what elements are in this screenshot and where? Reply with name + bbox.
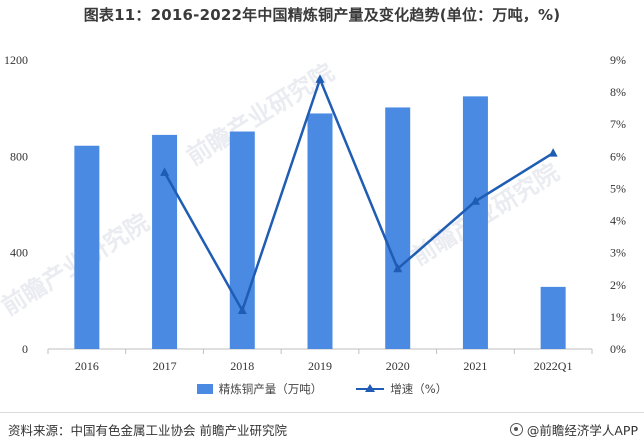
growth-marker bbox=[470, 196, 480, 205]
bar bbox=[74, 145, 100, 349]
growth-marker bbox=[315, 74, 325, 83]
growth-line bbox=[163, 75, 554, 314]
x-tick-label: 2019 bbox=[308, 359, 332, 373]
y-right-tick-label: 2% bbox=[610, 278, 626, 292]
growth-marker bbox=[160, 167, 170, 176]
source-text: 资料来源：中国有色金属工业协会 前瞻产业研究院 bbox=[8, 423, 287, 438]
y-right-tick-label: 9% bbox=[610, 53, 626, 67]
chart-title: 图表11：2016-2022年中国精炼铜产量及变化趋势(单位：万吨，%) bbox=[83, 6, 561, 24]
x-tick-label: 2016 bbox=[75, 359, 99, 373]
chart-area: 0 400 800 1200 0% 1% 2% 3% 4% 5% 6% 7% 8% 9% 2016 2017 2… bbox=[4, 53, 626, 373]
legend-swatch-bar bbox=[196, 384, 213, 394]
y-right-tick-label: 1% bbox=[610, 310, 626, 324]
y-right-tick-label: 0% bbox=[610, 342, 626, 356]
x-tick-label: 2017 bbox=[153, 359, 177, 373]
y-right-tick-label: 4% bbox=[610, 214, 626, 228]
bar bbox=[385, 107, 411, 349]
x-tick-label: 2020 bbox=[386, 359, 410, 373]
y-right-tick-label: 8% bbox=[610, 85, 626, 99]
y-left-tick-label: 800 bbox=[10, 149, 28, 163]
bar bbox=[462, 96, 488, 349]
legend-label-line: 增速（%） bbox=[390, 382, 448, 396]
x-tick-label: 2021 bbox=[463, 359, 487, 373]
legend-item-bar: 精炼铜产量（万吨） bbox=[196, 381, 323, 397]
bar bbox=[229, 131, 255, 349]
legend: 精炼铜产量（万吨） 增速（%） bbox=[0, 381, 644, 397]
y-left-tick-label: 1200 bbox=[4, 53, 28, 67]
bar bbox=[152, 134, 178, 349]
brand-logo-icon bbox=[509, 423, 523, 436]
bar bbox=[307, 113, 333, 349]
y-right-tick-label: 3% bbox=[610, 246, 626, 260]
legend-label-bar: 精炼铜产量（万吨） bbox=[218, 382, 323, 396]
growth-marker bbox=[393, 263, 403, 273]
x-tick-label: 2022Q1 bbox=[534, 359, 573, 373]
y-left-tick-label: 0 bbox=[22, 342, 28, 356]
growth-marker bbox=[237, 305, 247, 314]
legend-item-line: 增速（%） bbox=[356, 381, 447, 397]
footer: 资料来源：中国有色金属工业协会 前瞻产业研究院 @前瞻经济学人APP bbox=[0, 412, 644, 444]
legend-swatch-line bbox=[356, 384, 385, 394]
brand-text: @前瞻经济学人APP bbox=[526, 423, 638, 438]
brand-credit: @前瞻经济学人APP bbox=[509, 420, 638, 439]
y-right-tick-label: 6% bbox=[610, 149, 626, 163]
growth-marker bbox=[548, 148, 558, 157]
bar bbox=[540, 286, 566, 349]
y-left-tick-label: 400 bbox=[10, 246, 28, 260]
y-right-tick-label: 7% bbox=[610, 117, 626, 131]
x-tick-label: 2018 bbox=[230, 359, 254, 373]
y-right-tick-label: 5% bbox=[610, 181, 626, 195]
